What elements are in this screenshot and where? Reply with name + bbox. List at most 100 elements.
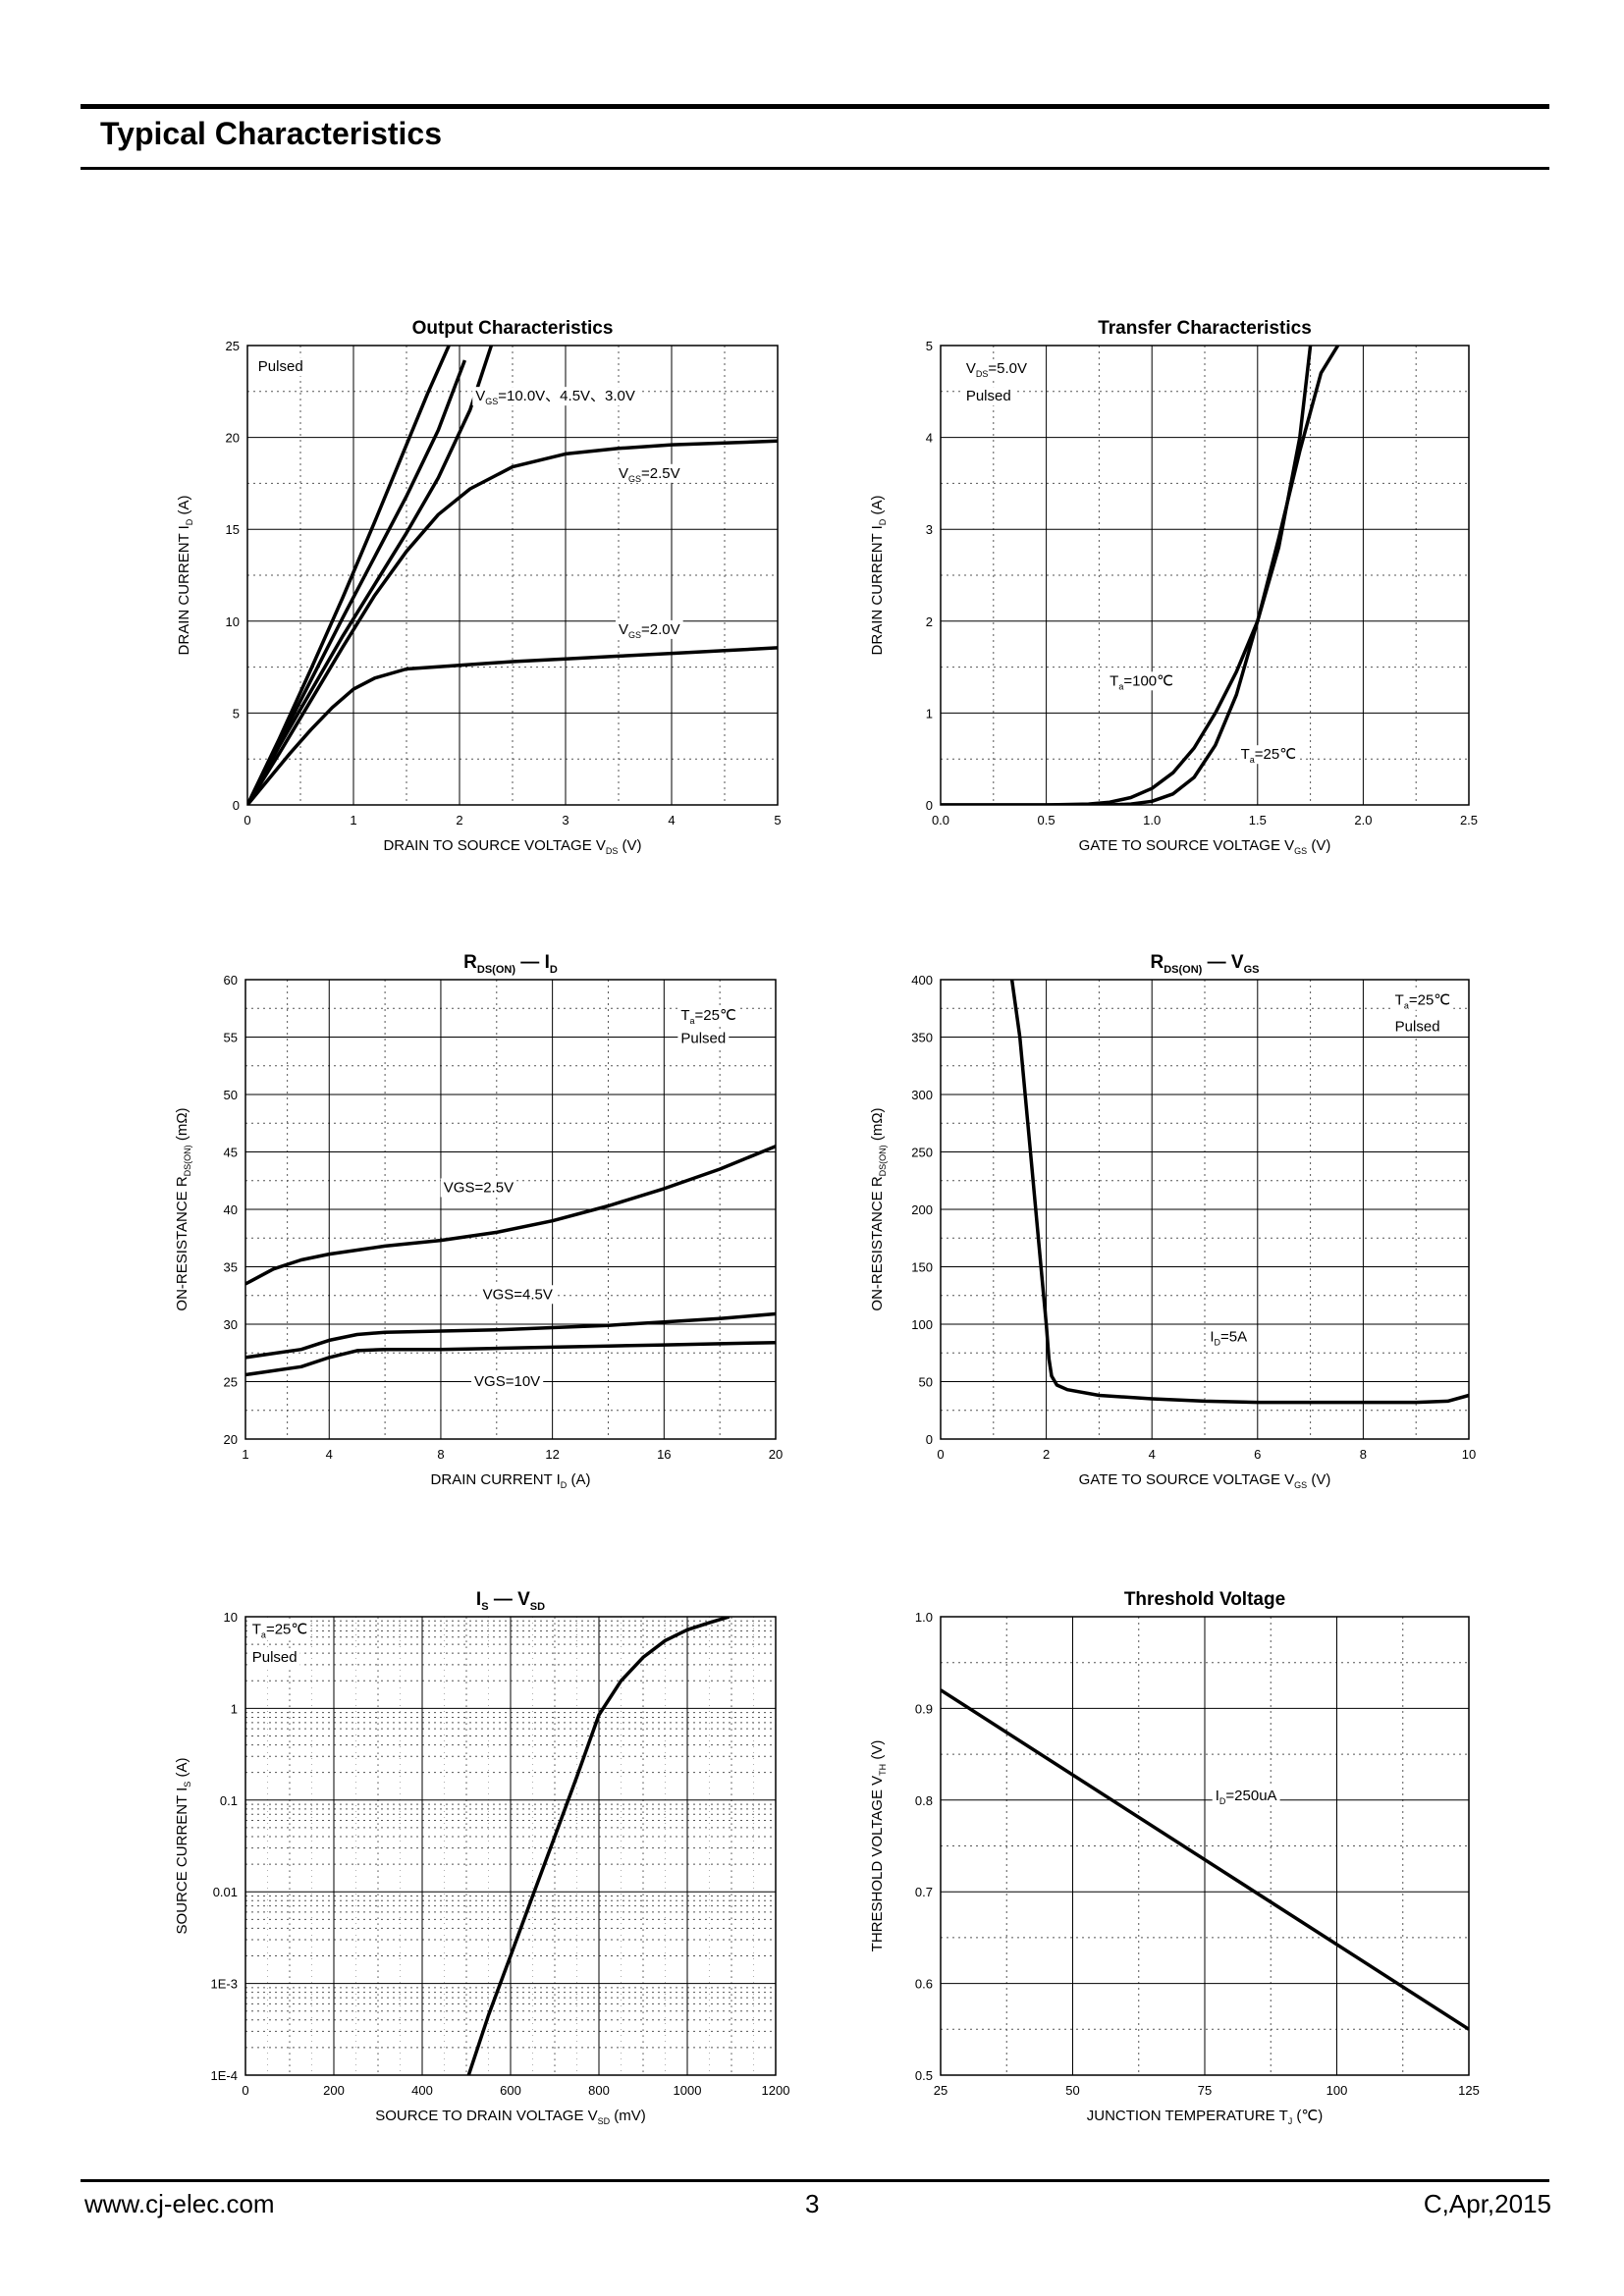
x-tick-label: 2 <box>456 813 462 828</box>
x-tick-label: 0 <box>242 2083 248 2098</box>
x-tick-label: 5 <box>774 813 781 828</box>
annotation-background <box>1107 671 1176 691</box>
header-top-rule <box>81 104 1549 109</box>
x-tick-label: 1 <box>350 813 356 828</box>
y-tick-label: 50 <box>919 1375 933 1390</box>
annotation-background <box>440 1178 517 1198</box>
footer-website: www.cj-elec.com <box>84 2189 275 2218</box>
annotation-label: Pulsed <box>1395 1019 1440 1036</box>
series-line <box>466 1617 731 2075</box>
x-tick-label: 100 <box>1326 2083 1348 2098</box>
rds-vs-vgs-chart: 0246810050100150200250300350400RDS(ON)​ … <box>869 952 1476 1490</box>
y-tick-label: 0.6 <box>915 1977 933 1992</box>
x-tick-label: 0 <box>937 1447 944 1462</box>
x-tick-label: 8 <box>1360 1447 1367 1462</box>
annotation-background <box>962 359 1030 379</box>
y-tick-label: 0 <box>926 1432 933 1447</box>
x-tick-label: 10 <box>1462 1447 1476 1462</box>
series-line <box>247 359 467 805</box>
x-tick-label: 4 <box>326 1447 333 1462</box>
y-tick-label: 1.0 <box>915 1610 933 1625</box>
series-line <box>245 1145 776 1286</box>
annotation-label: Ta​=25℃ <box>680 1007 735 1026</box>
y-tick-label: 2 <box>926 614 933 629</box>
y-tick-label: 45 <box>224 1146 238 1160</box>
series-line <box>247 439 778 805</box>
annotation-label: VGS=4.5V <box>483 1286 553 1303</box>
annotation-background <box>471 1372 544 1392</box>
x-axis-label: GATE TO SOURCE VOLTAGE VGS​ (V) <box>1079 1471 1331 1490</box>
x-tick-label: 75 <box>1198 2083 1212 2098</box>
x-tick-label: 0.0 <box>932 813 949 828</box>
x-tick-label: 25 <box>934 2083 947 2098</box>
plot-frame <box>244 1616 777 2076</box>
y-tick-label: 20 <box>224 1432 238 1447</box>
annotation-label: VGS​=10.0V、4.5V、3.0V <box>475 388 635 406</box>
annotation-background <box>677 1005 739 1025</box>
y-axis-label: ON-RESISTANCE RDS(ON)​ (mΩ) <box>174 1107 192 1310</box>
rds-vs-id-chart: 1 4 8 12 16 20 20 25 30 35 40 45 50 55 60 RDS(ON)​ — ID… <box>174 952 783 1490</box>
footer-revision: C,Apr,2015 <box>1423 2189 1551 2218</box>
x-axis-label: JUNCTION TEMPERATURE TJ​ (℃) <box>1087 2108 1324 2126</box>
annotation-label: Pulsed <box>258 358 303 375</box>
y-tick-label: 25 <box>224 1375 238 1390</box>
series-line <box>247 346 494 805</box>
annotation-label: Pulsed <box>966 388 1011 404</box>
header-bottom-rule <box>81 167 1549 170</box>
annotation-background <box>1207 1327 1251 1347</box>
y-tick-label: 400 <box>911 973 933 988</box>
annotation-label: VGS=10V <box>474 1373 540 1390</box>
x-tick-label: 800 <box>588 2083 610 2098</box>
y-tick-label: 40 <box>224 1202 238 1217</box>
x-tick-label: 1200 <box>762 2083 790 2098</box>
series-line <box>247 646 778 805</box>
plot-frame <box>940 345 1470 806</box>
annotation-label: VGS=2.5V <box>444 1179 514 1196</box>
x-tick-label: 1.0 <box>1143 813 1161 828</box>
annotation-label: Pulsed <box>680 1030 726 1046</box>
annotation-background <box>248 1620 311 1639</box>
plot-frame <box>244 979 777 1440</box>
annotation-background <box>616 619 683 639</box>
annotation-background <box>1212 1786 1280 1805</box>
x-tick-label: 2.0 <box>1354 813 1372 828</box>
annotation-label: VDS​=5.0V <box>966 360 1027 379</box>
is-vs-vsd-chart: 0 200 400 600 800 1000 1200 1E-4 1E-3 0.01 0.1 1 10 I… <box>174 1589 789 2126</box>
series-line <box>1009 980 1469 1405</box>
x-tick-label: 6 <box>1254 1447 1261 1462</box>
y-tick-label: 5 <box>926 339 933 353</box>
chart-title: RDS(ON)​ — ID​ <box>463 952 558 976</box>
annotation-background <box>677 1029 730 1048</box>
chart-title: Threshold Voltage <box>1124 1589 1285 1610</box>
page-title: Typical Characteristics <box>100 116 443 151</box>
x-tick-label: 20 <box>769 1447 783 1462</box>
y-tick-label: 0.5 <box>915 2068 933 2083</box>
chart-title: RDS(ON)​ — VGS​ <box>1151 952 1260 976</box>
annotation-background <box>1391 1017 1443 1037</box>
x-tick-label: 2.5 <box>1460 813 1478 828</box>
plot-frame <box>940 1616 1470 2076</box>
chart-title: IS​ — VSD​ <box>476 1589 545 1613</box>
series-line <box>941 346 1340 805</box>
x-tick-label: 3 <box>562 813 568 828</box>
y-tick-label: 0 <box>233 798 240 813</box>
annotation-background <box>1391 990 1454 1010</box>
x-tick-label: 2 <box>1043 1447 1050 1462</box>
y-tick-label: 200 <box>911 1202 933 1217</box>
y-tick-label: 0.01 <box>213 1885 238 1899</box>
annotation-background <box>472 387 638 406</box>
y-tick-label: 300 <box>911 1088 933 1102</box>
y-tick-label: 0.1 <box>220 1793 238 1808</box>
output-characteristics-chart: 0 1 2 3 4 5 0 5 10 15 20 25 Output Characteristics DR… <box>176 318 782 856</box>
annotation-label: Pulsed <box>252 1649 298 1666</box>
y-tick-label: 150 <box>911 1260 933 1275</box>
footer-page-number: 3 <box>805 2189 820 2218</box>
y-tick-label: 10 <box>224 1610 238 1625</box>
x-tick-label: 600 <box>500 2083 521 2098</box>
x-tick-label: 12 <box>545 1447 559 1462</box>
annotation-label: Ta​=100℃ <box>1110 672 1173 691</box>
annotation-background <box>1237 745 1300 765</box>
x-tick-label: 0.5 <box>1038 813 1056 828</box>
y-axis-label: THRESHOLD VOLTAGE VTH​ (V) <box>869 1740 888 1952</box>
